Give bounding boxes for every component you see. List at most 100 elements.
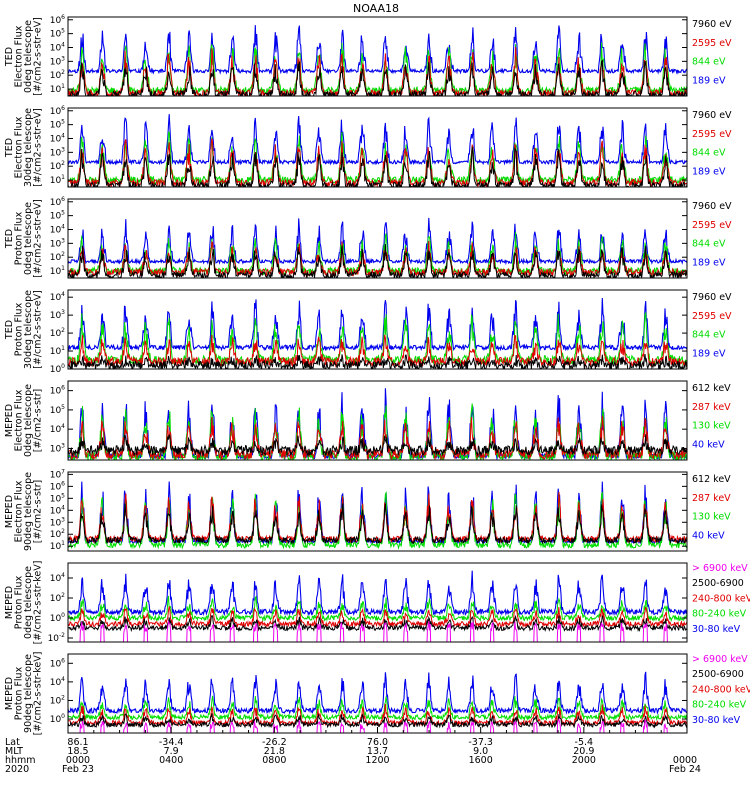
x-row-label: MLT	[5, 746, 23, 757]
y-tick-label: 101	[50, 83, 65, 95]
y-tick-label: 100	[50, 612, 65, 624]
legend-entry: 844 eV	[692, 330, 726, 341]
y-tick-label: 100	[50, 713, 65, 725]
series-2500-6900	[68, 713, 687, 729]
legend-entry: > 6900 keV	[692, 563, 748, 574]
x-tick-label: Feb 23	[62, 764, 94, 775]
y-tick-label: 106	[50, 196, 65, 208]
x-tick-label: 0800	[262, 755, 286, 766]
y-axis-label-line: Proton Flux	[14, 575, 25, 629]
y-axis-label-line: Electron Flux	[14, 25, 25, 87]
panel-meped-p-90: 100 102 104 106 MEPEDProton Flux90deg telesc…	[4, 652, 750, 736]
x-tick-label: -34.4	[159, 737, 184, 748]
panel-frame	[67, 16, 688, 97]
y-tick-label: 105	[50, 404, 65, 416]
y-axis-label-line: 90deg telescope	[23, 654, 34, 733]
panel-frame	[67, 289, 688, 370]
y-tick-label: 103	[50, 55, 65, 67]
legend-entry: 2500-6900	[692, 578, 744, 589]
series-2500-6900	[68, 614, 687, 633]
y-tick-label: 103	[50, 516, 65, 528]
y-axis-label-line: [#/cm2-s-str]	[33, 389, 44, 452]
series-189-ev	[68, 114, 687, 166]
x-tick-label: 0000	[66, 755, 90, 766]
panel-frame	[67, 471, 688, 552]
y-tick-label: 102	[50, 69, 65, 81]
y-axis-label: TEDElectron Flux0deg telescope[#/cm2-s-s…	[4, 17, 44, 96]
y-axis-label-line: MEPED	[4, 677, 15, 710]
series-189-ev	[68, 297, 687, 352]
y-axis-label-line: 0deg telescope	[23, 384, 34, 457]
y-tick-label: 107	[50, 468, 65, 480]
y-axis-label-line: TED	[4, 47, 15, 67]
y-axis-label-line: Electron Flux	[14, 116, 25, 178]
y-tick-label: 102	[50, 694, 65, 706]
series-844-ev	[68, 311, 687, 367]
y-axis-label: MEPEDElectron Flux0deg telescope[#/cm2-s…	[4, 384, 44, 457]
legend-entry: 80-240 keV	[692, 609, 747, 620]
panel-data	[68, 297, 687, 369]
y-axis-label-line: TED	[4, 138, 15, 158]
y-axis-label: TEDProton Flux0deg telescope[#/cm2-s-str…	[4, 199, 44, 278]
legend-entry: 189 eV	[692, 257, 726, 268]
panel-data	[68, 114, 687, 187]
legend-entry: 240-800 keV	[692, 684, 750, 695]
series-30-80-kev	[68, 570, 687, 617]
y-tick-label: 101	[50, 265, 65, 277]
series-80-240-kev	[68, 695, 687, 722]
y-tick-label: 104	[50, 504, 65, 516]
legend-entry: 612 keV	[692, 474, 731, 485]
legend-entry: 287 keV	[692, 402, 731, 413]
legend-entry: 30-80 keV	[692, 715, 741, 726]
x-tick-label: 86.1	[67, 737, 88, 748]
y-tick-label: 104	[50, 423, 65, 435]
y-axis-label-line: Proton Flux	[14, 211, 25, 265]
y-tick-label: 103	[50, 442, 65, 454]
legend-entry: 130 keV	[692, 421, 731, 432]
x-tick-label: 9.0	[473, 746, 488, 757]
y-tick-label: 105	[50, 210, 65, 222]
series-7960-ev	[68, 59, 687, 96]
panel-data	[68, 481, 687, 550]
series-612-kev	[68, 434, 687, 457]
series-287-kev	[68, 491, 687, 544]
series-7960-ev	[68, 354, 687, 369]
panel-frame	[67, 107, 688, 188]
legend-entry: 40 keV	[692, 530, 725, 541]
x-tick-label: 7.9	[164, 746, 179, 757]
y-axis-label: TEDElectron Flux30deg telescope[#/cm2-s-…	[4, 108, 44, 187]
legend-entry: 189 eV	[692, 75, 726, 86]
legend-entry: 30-80 keV	[692, 624, 741, 635]
y-tick-label: 102	[50, 160, 65, 172]
panel-data	[68, 570, 687, 642]
series-30-80-kev	[68, 671, 687, 715]
y-axis-label: MEPEDProton Flux0deg telescope[#/cm2-s-s…	[4, 561, 44, 645]
series-844-ev	[68, 231, 687, 277]
legend-entry: 7960 eV	[692, 201, 732, 212]
series-844-ev	[68, 131, 687, 186]
panel-frame	[67, 562, 688, 643]
x-tick-label: 13.7	[367, 746, 388, 757]
x-tick-label: 2000	[572, 755, 596, 766]
y-axis-label-line: [#/cm2-s-str-keV]	[33, 561, 44, 645]
y-axis-label: MEPEDProton Flux90deg telescope[#/cm2-s-…	[4, 652, 44, 736]
y-tick-label: 106	[50, 14, 65, 26]
x-tick-label: -5.4	[575, 737, 594, 748]
legend-entry: 189 eV	[692, 348, 726, 359]
y-tick-label: 104	[50, 132, 65, 144]
y-axis-label-line: Proton Flux	[14, 666, 25, 720]
x-tick-label: Feb 24	[669, 764, 701, 775]
series-2595-ev	[68, 240, 687, 278]
y-tick-label: 104	[50, 572, 65, 584]
y-axis-label-line: 0deg telescope	[23, 202, 34, 275]
y-tick-label: 102	[50, 251, 65, 263]
x-tick-label: 76.0	[367, 737, 388, 748]
y-tick-label: 105	[50, 28, 65, 40]
y-axis-label-line: Proton Flux	[14, 302, 25, 356]
y-tick-label: 101	[50, 345, 65, 357]
y-axis-label-line: [#/cm2-s-str-eV]	[33, 17, 44, 96]
